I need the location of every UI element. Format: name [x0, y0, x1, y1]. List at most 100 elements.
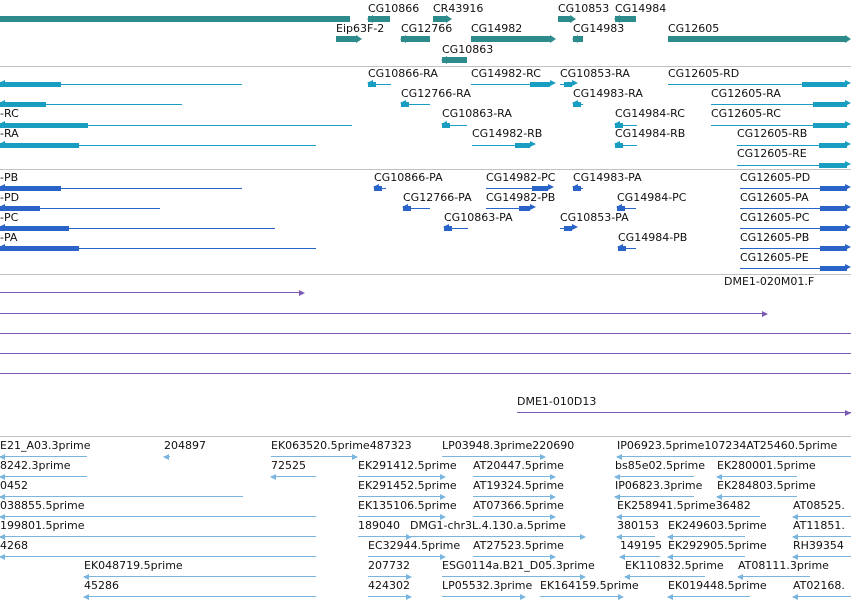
gene-bar [668, 36, 847, 42]
feature-label: CG14983-PA [573, 171, 642, 184]
strand-arrow-icon [0, 141, 5, 147]
intron-line [737, 165, 847, 166]
intron-line [0, 228, 275, 229]
intron-line [740, 208, 847, 209]
est-line [358, 536, 406, 537]
intron-line [737, 145, 847, 146]
strand-arrow-icon [530, 141, 536, 147]
track-separator-protein [0, 274, 851, 275]
intron-line [444, 228, 468, 229]
exon-block [0, 186, 61, 191]
feature-label: EK258941.5prime36482 [617, 499, 751, 512]
intron-line [617, 208, 636, 209]
exon-block [0, 226, 69, 231]
strand-arrow-icon [356, 35, 362, 43]
strand-arrow-icon [441, 121, 447, 127]
gene-bar [615, 16, 636, 22]
feature-label: CG14983-RA [573, 87, 643, 100]
clone-line [0, 313, 762, 314]
feature-label: CG14984-RB [615, 127, 686, 140]
feature-label: 207732 [368, 559, 410, 572]
strand-arrow-icon [616, 514, 622, 520]
strand-arrow-icon [0, 554, 5, 560]
feature-label: EK291412.5prime [358, 459, 457, 472]
strand-arrow-icon [400, 100, 406, 106]
est-line [358, 476, 440, 477]
strand-arrow-icon [845, 100, 851, 106]
strand-arrow-icon [616, 454, 622, 460]
strand-arrow-icon [845, 184, 851, 190]
est-line [271, 456, 352, 457]
feature-label: CG14984 [615, 2, 667, 15]
feature-label: CG12605-RC [711, 107, 781, 120]
intron-line [471, 84, 550, 85]
feature-label: CG12605 [668, 22, 720, 35]
intron-line [740, 188, 847, 189]
strand-arrow-icon [845, 410, 851, 416]
exon-block [819, 163, 847, 168]
feature-label: ESG0114a.B21_D05.3prime [442, 559, 595, 572]
feature-label: 199801.5prime [0, 519, 85, 532]
strand-arrow-icon [0, 514, 5, 520]
feature-label: 8242.3prime [0, 459, 71, 472]
gene-bar [336, 36, 356, 42]
est-line [668, 596, 750, 597]
gene-bar [442, 57, 467, 63]
exon-block [564, 82, 572, 87]
feature-label: -RA [0, 127, 19, 140]
est-line [0, 456, 87, 457]
feature-label: bs85e02.5prime [615, 459, 706, 472]
est-line [442, 456, 540, 457]
strand-arrow-icon [845, 264, 851, 270]
strand-arrow-icon [624, 574, 630, 580]
feature-label: CG12605-PC [740, 211, 810, 224]
intron-line [486, 208, 530, 209]
strand-arrow-icon [0, 184, 5, 190]
est-line [617, 516, 760, 517]
strand-arrow-icon [540, 454, 546, 460]
strand-arrow-icon [845, 121, 851, 127]
feature-label: CG10863-RA [442, 107, 512, 120]
strand-arrow-icon [530, 204, 536, 210]
intron-line [740, 228, 847, 229]
est-line [368, 556, 440, 557]
intron-line [486, 188, 548, 189]
feature-label: AT11851. [793, 519, 845, 532]
strand-arrow-icon [845, 141, 851, 147]
est-line [473, 556, 550, 557]
est-line [473, 476, 550, 477]
strand-arrow-icon [572, 224, 578, 230]
feature-label: -PA [0, 231, 18, 244]
est-line [358, 516, 440, 517]
feature-label: CG14983 [573, 22, 625, 35]
strand-arrow-icon [845, 224, 851, 230]
feature-label: 0452 [0, 479, 28, 492]
strand-arrow-icon [792, 554, 798, 560]
exon-block [0, 102, 46, 107]
feature-label: CG12605-PB [740, 231, 810, 244]
strand-arrow-icon [406, 594, 412, 600]
exon-block [0, 206, 40, 211]
feature-label: CG12605-RE [737, 147, 807, 160]
strand-arrow-icon [548, 184, 554, 190]
strand-arrow-icon [580, 534, 586, 540]
strand-arrow-icon [716, 494, 722, 500]
intron-line [711, 104, 847, 105]
intron-line [0, 125, 352, 126]
exon-block [515, 143, 530, 148]
strand-arrow-icon [0, 244, 5, 250]
feature-label: CG14984-PC [617, 191, 687, 204]
est-line [473, 516, 550, 517]
feature-label: EK110832.5prime [625, 559, 724, 572]
strand-arrow-icon [440, 494, 446, 500]
strand-arrow-icon [667, 594, 673, 600]
feature-label: AT20447.5prime [473, 459, 564, 472]
strand-arrow-icon [0, 80, 5, 86]
est-line [442, 596, 520, 597]
est-line [615, 476, 694, 477]
track-separator-clones [0, 436, 851, 437]
strand-arrow-icon [83, 594, 89, 600]
exon-block [820, 246, 847, 251]
strand-arrow-icon [572, 80, 578, 86]
intron-line [442, 125, 467, 126]
